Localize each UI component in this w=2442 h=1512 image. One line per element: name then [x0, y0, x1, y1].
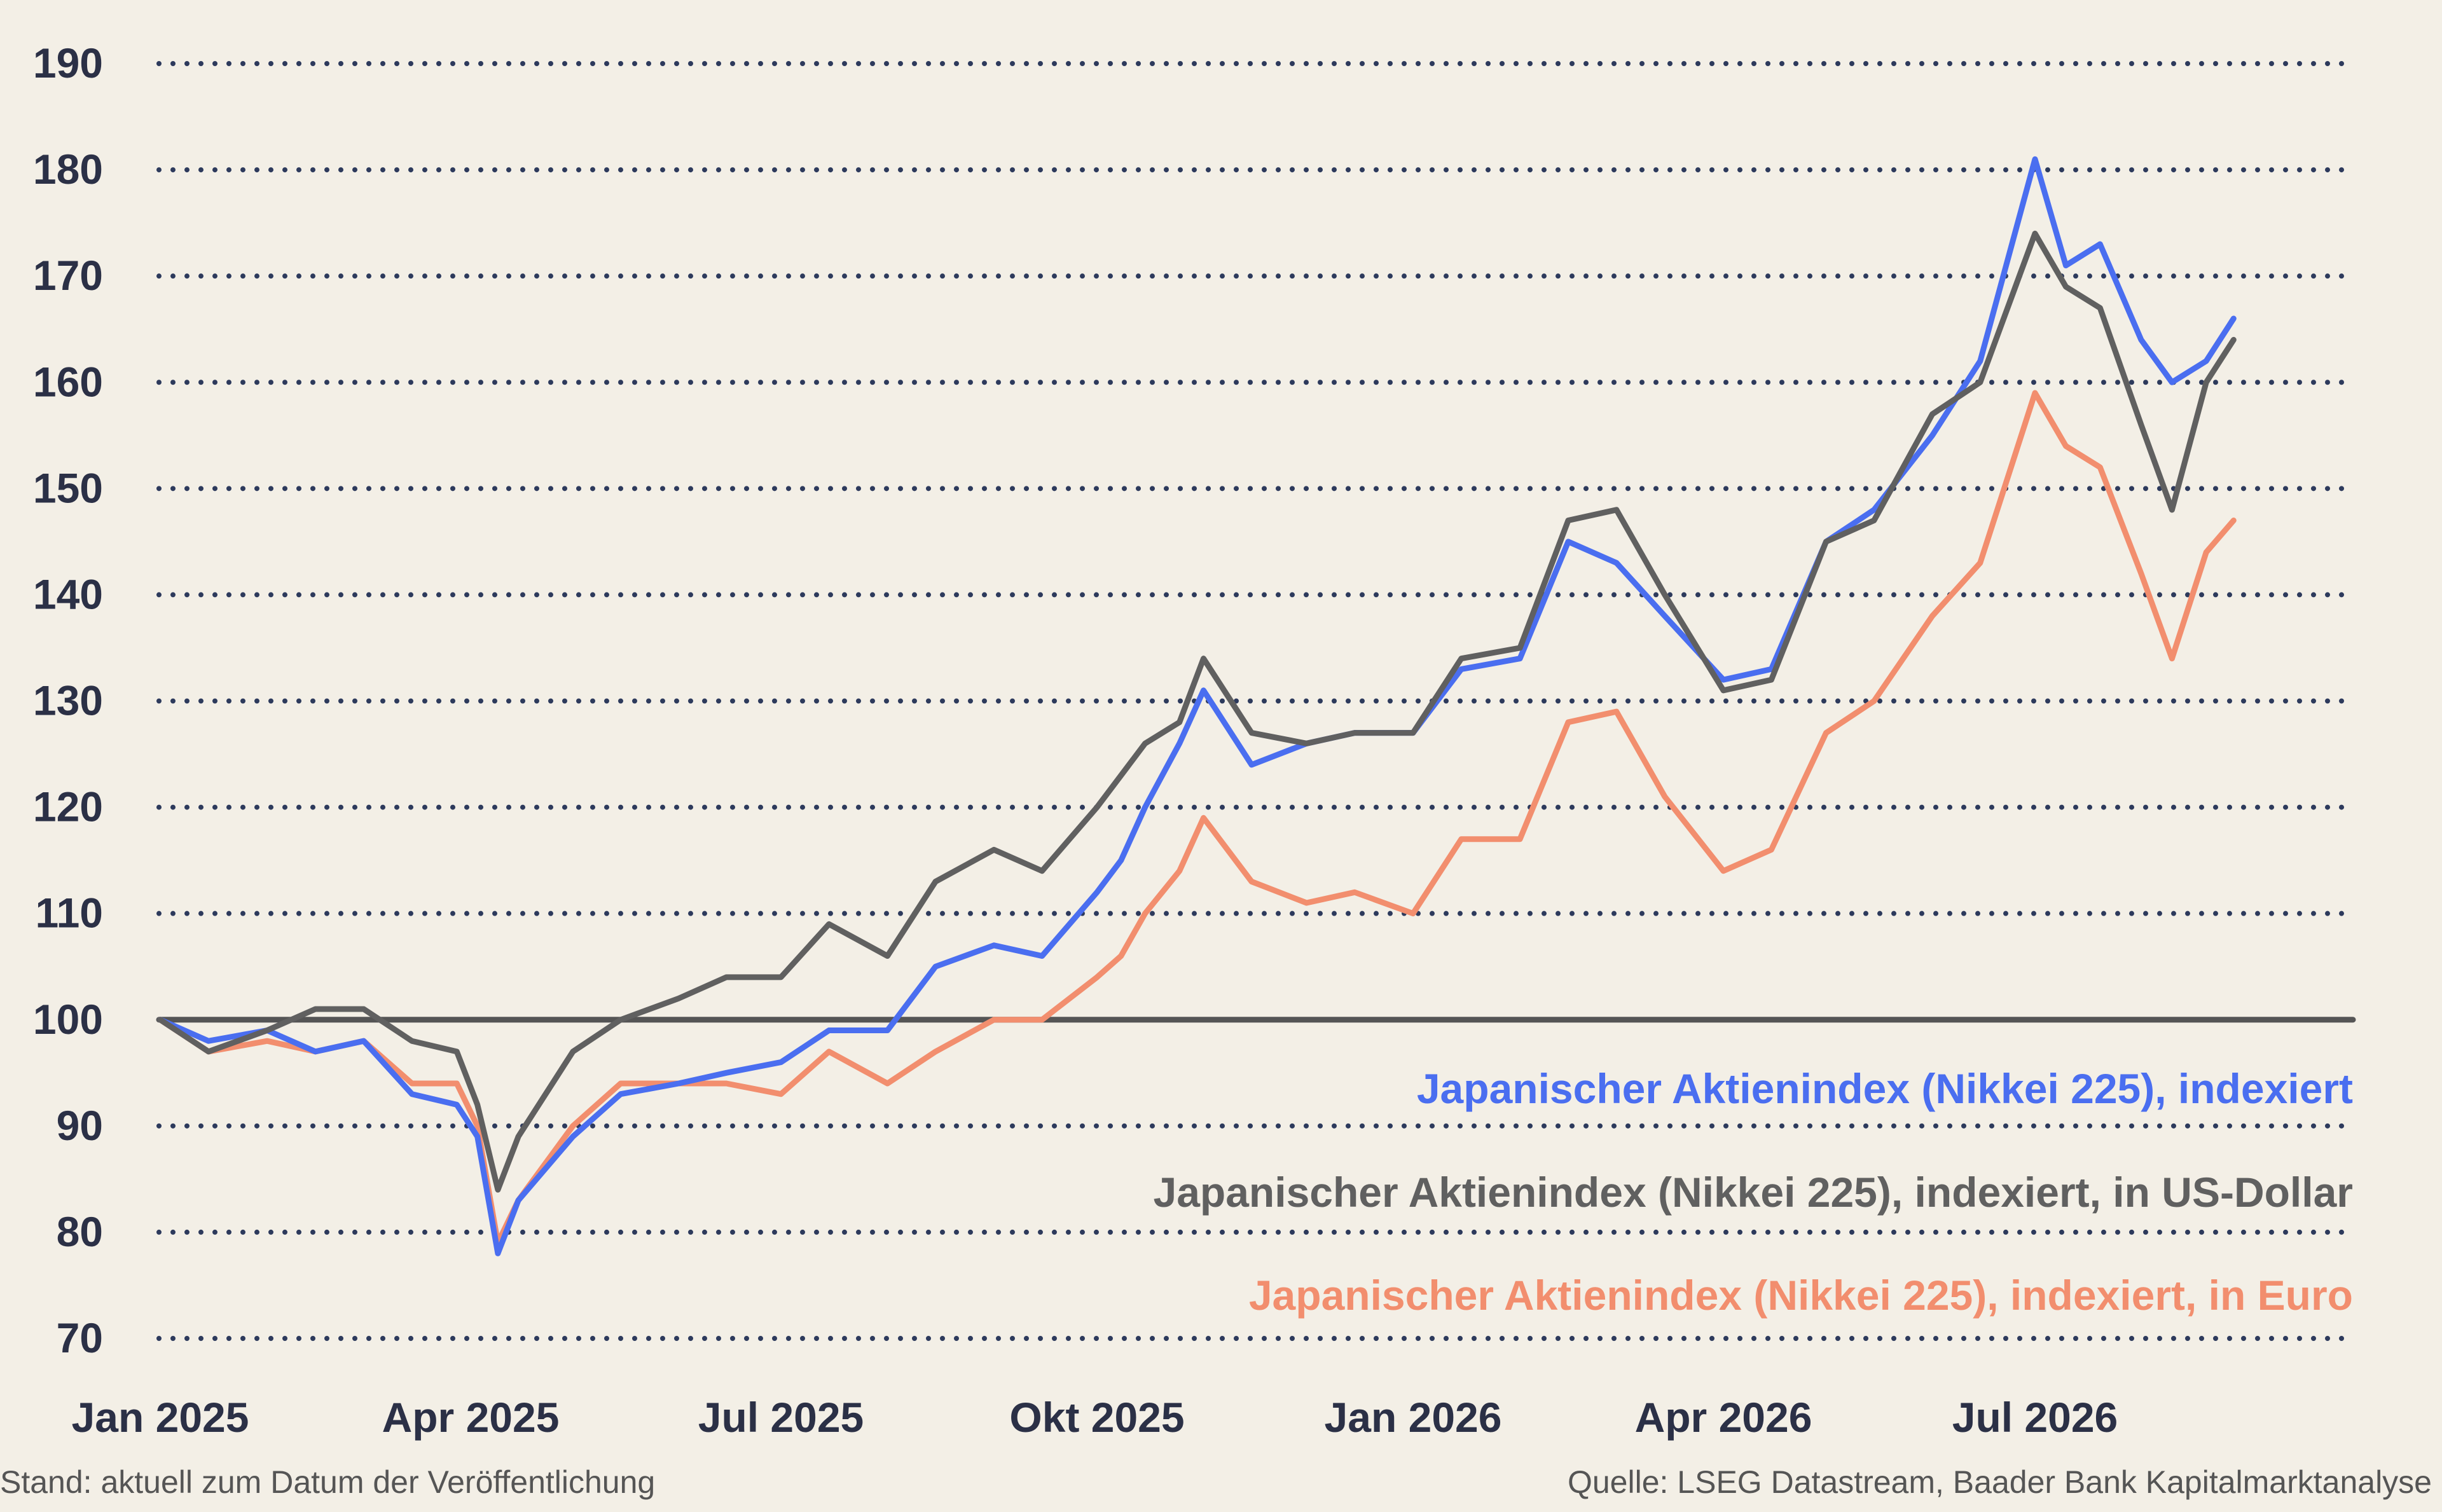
x-tick-label: Jan 2026: [1325, 1394, 1502, 1441]
y-tick-label: 100: [33, 996, 103, 1043]
legend-entry: Japanischer Aktienindex (Nikkei 225), in…: [1153, 1169, 2353, 1216]
series-lines: [157, 156, 2237, 1256]
x-tick-label: Apr 2025: [382, 1394, 560, 1441]
series-line-nikkei: [157, 156, 2237, 1256]
source-note: Quelle: LSEG Datastream, Baader Bank Kap…: [1567, 1464, 2432, 1500]
y-tick-label: 70: [57, 1314, 103, 1361]
status-note: Stand: aktuell zum Datum der Veröffentli…: [0, 1464, 656, 1500]
legend: Japanischer Aktienindex (Nikkei 225), in…: [1153, 1065, 2353, 1319]
x-tick-label: Jul 2026: [1952, 1394, 2118, 1441]
series-line-nikkei-usd: [157, 230, 2237, 1193]
y-tick-label: 160: [33, 358, 103, 405]
y-tick-label: 140: [33, 570, 103, 617]
y-tick-label: 180: [33, 146, 103, 193]
y-tick-label: 110: [36, 890, 103, 937]
y-tick-label: 90: [57, 1102, 103, 1149]
y-tick-label: 190: [33, 39, 103, 86]
series-line-nikkei-eur: [157, 390, 2237, 1246]
x-tick-label: Jan 2025: [72, 1394, 249, 1441]
y-axis-tick-labels: 70 80 90 100 110 120 130 140 150 160 170 180 190: [33, 39, 103, 1361]
y-tick-label: 130: [33, 677, 103, 724]
y-tick-label: 150: [33, 464, 103, 511]
y-tick-label: 170: [33, 252, 103, 299]
legend-entry: Japanischer Aktienindex (Nikkei 225), in…: [1249, 1272, 2353, 1319]
x-axis-tick-labels: Jan 2025 Apr 2025 Jul 2025 Okt 2025 Jan 2026…: [72, 1394, 2118, 1441]
y-tick-label: 80: [57, 1208, 103, 1255]
x-tick-label: Okt 2025: [1009, 1394, 1184, 1441]
y-tick-label: 120: [33, 783, 103, 830]
x-tick-label: Apr 2026: [1635, 1394, 1812, 1441]
x-tick-label: Jul 2025: [698, 1394, 864, 1441]
legend-entry: Japanischer Aktienindex (Nikkei 225), in…: [1417, 1065, 2353, 1112]
